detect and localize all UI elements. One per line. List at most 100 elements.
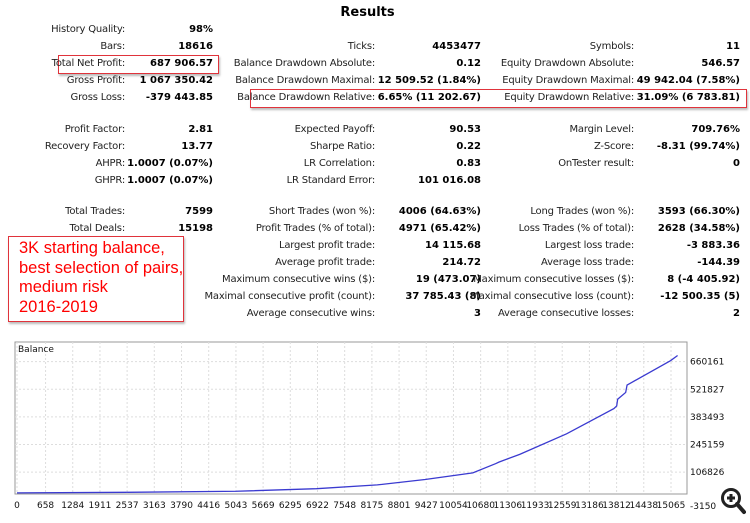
stat-label: Sharpe Ratio: [309,141,375,152]
stat-value: 15198 [178,223,213,234]
x-tick-label: 658 [37,501,54,511]
note-line: best selection of pairs, [19,258,184,277]
stat-label: Symbols: [589,41,634,52]
stat-label: Maximal consecutive profit (count): [204,291,375,302]
plot-area [14,341,688,495]
stat-value: 12 509.52 (1.84%) [377,75,481,86]
stat-label: Profit Trades (% of total): [255,223,375,234]
stat-value: 1.0007 (0.07%) [127,158,213,169]
stat-label: LR Correlation: [303,158,375,169]
stat-value: 37 785.43 (8) [405,291,481,302]
note-line: 2016-2019 [19,297,98,316]
x-tick-label: 11306 [493,501,522,511]
y-tick-label: 660161 [690,358,724,368]
stat-label: Bars: [100,41,125,52]
stat-value: 4971 (65.42%) [398,223,481,234]
stat-label: OnTester result: [558,158,634,169]
stat-value: 13.77 [181,141,213,152]
stat-label: Loss Trades (% of total): [518,223,635,234]
stat-label: Average loss trade: [541,257,634,268]
y-tick-label: -3150 [690,502,716,512]
stat-label: Equity Drawdown Relative: [504,92,634,103]
stat-value: 4006 (64.63%) [398,206,481,217]
stat-label: Equity Drawdown Maximal: [502,75,634,86]
x-tick-label: 7548 [333,501,356,511]
stat-value: 19 (473.07) [415,274,481,285]
x-tick-label: 5043 [224,501,247,511]
stat-value: 3593 (66.30%) [657,206,740,217]
stat-label: Gross Profit: [66,75,125,86]
stat-label: Total Deals: [69,223,126,234]
stat-value: 14 115.68 [425,240,481,251]
stat-value: 1 067 350.42 [139,75,213,86]
x-tick-label: 3163 [143,501,166,511]
stat-value: 1.0007 (0.07%) [127,175,213,186]
stat-label: History Quality: [51,24,125,35]
stat-value: -8.31 (99.74%) [656,141,740,152]
stat-label: Balance Drawdown Maximal: [235,75,375,86]
stat-label: Recovery Factor: [44,141,125,152]
stat-label: AHPR: [95,158,126,169]
x-tick-label: 0 [14,501,20,511]
stat-value: 0 [733,158,740,169]
x-tick-label: 6922 [306,501,329,511]
results-title: Results [340,5,395,20]
stat-value: 546.57 [701,58,740,69]
stat-label: Total Trades: [65,206,125,217]
stat-label: Maximal consecutive loss (count): [470,291,634,302]
stat-label: Maximum consecutive losses ($): [473,274,634,285]
x-tick-label: 2537 [116,501,139,511]
stat-value: 709.76% [691,124,740,135]
x-tick-label: 10680 [466,501,495,511]
stat-value: 0.12 [456,58,481,69]
balance-chart: 0 658 1284 1911 2537 3163 3790 4416 5043 5669 6295… [14,341,725,512]
stat-label: Gross Loss: [70,92,126,103]
chart-title: Balance [18,345,54,355]
x-tick-label: 11933 [521,501,550,511]
stat-label: Balance Drawdown Absolute: [233,58,375,69]
stat-label: Long Trades (won %): [530,206,634,217]
stat-value: 11 [726,41,740,52]
y-tick-label: 383493 [690,413,724,423]
stat-value: 4453477 [432,41,481,52]
stat-label: Short Trades (won %): [268,206,375,217]
stat-value: -144.39 [697,257,740,268]
stat-label: Average consecutive losses: [498,308,634,319]
stat-value: 8 (-4 405.92) [667,274,740,285]
x-tick-label: 6295 [279,501,302,511]
stat-value: 6.65% (11 202.67) [377,92,481,103]
x-tick-label: 10054 [439,501,468,511]
x-tick-label: 8175 [360,501,383,511]
stat-label: Largest loss trade: [544,240,634,251]
stat-value: 0.22 [456,141,481,152]
stat-label: Margin Level: [569,124,635,135]
y-tick-label: 106826 [690,468,725,478]
stat-label: LR Standard Error: [286,175,376,186]
stat-value: 687 906.57 [150,58,213,69]
x-tick-label: 8801 [388,501,411,511]
x-tick-label: 12559 [548,501,577,511]
x-tick-label: 1911 [89,501,112,511]
stat-label: Maximum consecutive wins ($): [222,274,375,285]
stat-value: -3 883.36 [686,240,740,251]
y-tick-label: 521827 [690,385,724,395]
x-tick-label: 13186 [575,501,604,511]
stat-label: GHPR: [94,175,126,186]
stat-value: 90.53 [449,124,481,135]
stat-value: -379 443.85 [145,92,213,103]
stat-label: Equity Drawdown Absolute: [500,58,634,69]
stat-label: Ticks: [347,41,375,52]
stat-value: 3 [474,308,481,319]
x-tick-label: 15065 [657,501,686,511]
stat-value: 214.72 [442,257,481,268]
balance-line [16,355,678,494]
x-tick-label: 1284 [61,501,84,511]
net-profit-highlight [58,55,219,74]
zoom-icon[interactable] [720,487,746,515]
stat-label: Expected Payoff: [294,124,376,135]
stat-label: Largest profit trade: [278,240,375,251]
annotation-note: 3K starting balance, best selection of p… [8,236,184,322]
stat-value: 101 016.08 [418,175,481,186]
stat-value: 2.81 [188,124,213,135]
stat-value: 2 [733,308,740,319]
